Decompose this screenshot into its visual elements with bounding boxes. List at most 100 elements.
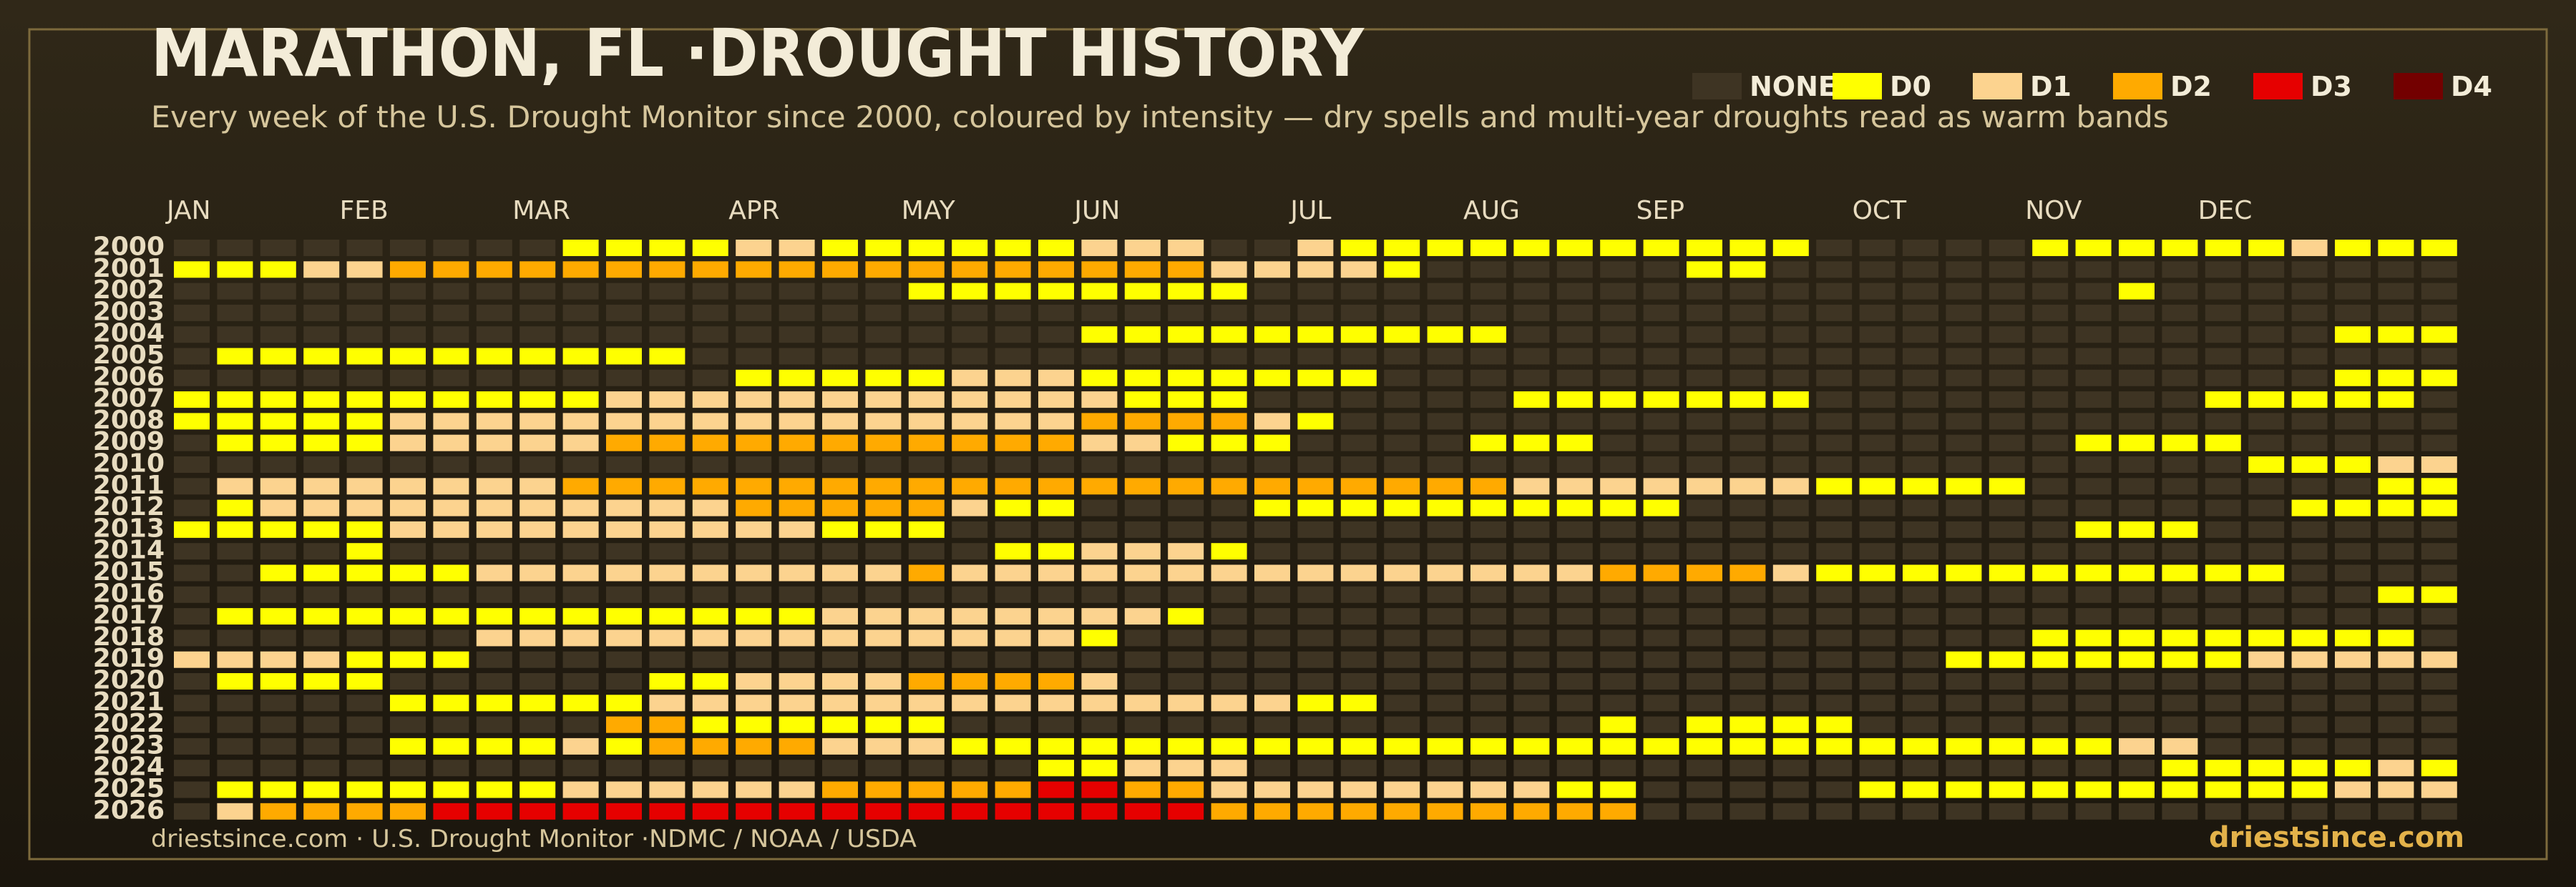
cell	[1427, 413, 1463, 430]
cell	[1168, 261, 1204, 278]
cell	[1816, 369, 1853, 386]
cell	[1427, 456, 1463, 473]
cell	[1340, 456, 1377, 473]
cell	[2421, 369, 2457, 386]
cell	[2248, 608, 2285, 625]
cell	[1556, 478, 1593, 495]
cell	[1081, 737, 1118, 755]
cell	[952, 737, 988, 755]
cell	[174, 803, 210, 820]
cell	[1384, 348, 1420, 365]
cell	[2335, 348, 2371, 365]
cell	[1081, 283, 1118, 300]
cell	[476, 456, 512, 473]
cell	[562, 608, 599, 625]
cell	[606, 240, 642, 256]
cell	[476, 543, 512, 560]
cell	[1427, 499, 1463, 516]
cell	[1687, 413, 1722, 430]
cell	[822, 326, 858, 343]
cell	[952, 543, 988, 560]
cell	[952, 369, 988, 386]
cell	[908, 240, 945, 256]
cell	[519, 478, 556, 495]
cell	[2248, 240, 2285, 256]
cell	[952, 240, 988, 256]
cell	[1384, 283, 1420, 300]
cell	[1254, 760, 1290, 777]
cell	[822, 478, 858, 495]
cell	[952, 348, 988, 365]
cell	[2248, 456, 2285, 473]
cell	[779, 369, 815, 386]
cell	[2291, 499, 2328, 516]
cell	[562, 760, 599, 777]
cell	[2162, 369, 2198, 386]
cell	[1687, 348, 1722, 365]
cell	[1946, 673, 1982, 690]
cell	[1081, 543, 1118, 560]
cell	[779, 608, 815, 625]
cell	[2119, 499, 2155, 516]
cell	[995, 391, 1031, 408]
cell	[649, 737, 686, 755]
cell	[1903, 348, 1938, 365]
cell	[1556, 240, 1593, 256]
cell	[303, 608, 340, 625]
y-tick-label: 2015	[93, 557, 165, 587]
cell	[1600, 521, 1636, 538]
cell	[174, 283, 210, 300]
cell	[822, 737, 858, 755]
cell	[303, 304, 340, 321]
cell	[692, 391, 728, 408]
cell	[303, 369, 340, 386]
cell	[1903, 608, 1938, 625]
cell	[1772, 651, 1809, 668]
cell	[908, 413, 945, 430]
cell	[2421, 543, 2457, 560]
cell	[1384, 413, 1420, 430]
cell	[606, 760, 642, 777]
cell	[952, 478, 988, 495]
cell	[2421, 673, 2457, 690]
cell	[1816, 348, 1853, 365]
cell	[1470, 781, 1506, 798]
cell	[1600, 283, 1636, 300]
cell	[736, 304, 772, 321]
cell	[390, 283, 426, 300]
cell	[2032, 326, 2069, 343]
cell	[2248, 543, 2285, 560]
cell	[1384, 695, 1420, 712]
cell	[1946, 499, 1982, 516]
cell	[1427, 564, 1463, 582]
cell	[1297, 261, 1334, 278]
cell	[390, 564, 426, 582]
cell	[2119, 695, 2155, 712]
cell	[2291, 608, 2328, 625]
cell	[303, 326, 340, 343]
cell	[2205, 543, 2241, 560]
cell	[822, 716, 858, 733]
cell	[865, 434, 902, 451]
cell	[649, 478, 686, 495]
cell	[1859, 586, 1896, 603]
cell	[1297, 304, 1334, 321]
cell	[908, 608, 945, 625]
cell	[1556, 261, 1593, 278]
cell	[2335, 434, 2371, 451]
cell	[606, 586, 642, 603]
cell	[390, 456, 426, 473]
cell	[736, 413, 772, 430]
cell	[174, 521, 210, 538]
cell	[1556, 673, 1593, 690]
cell	[2075, 326, 2112, 343]
cell	[736, 543, 772, 560]
cell	[1427, 304, 1463, 321]
cell	[1211, 434, 1247, 451]
y-tick-label: 2001	[93, 254, 165, 283]
cell	[519, 240, 556, 256]
cell	[2378, 564, 2414, 582]
cell	[1816, 803, 1853, 820]
legend-label: NONE	[1750, 71, 1837, 102]
cell	[692, 434, 728, 451]
